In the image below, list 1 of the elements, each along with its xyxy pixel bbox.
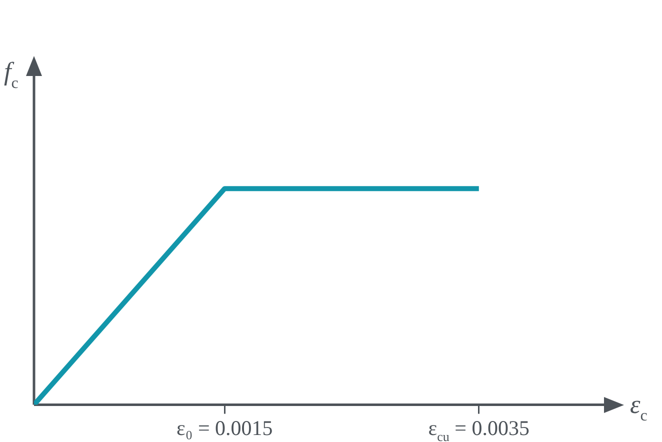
- x-tick-label: ε₀ = 0.0015: [176, 416, 273, 440]
